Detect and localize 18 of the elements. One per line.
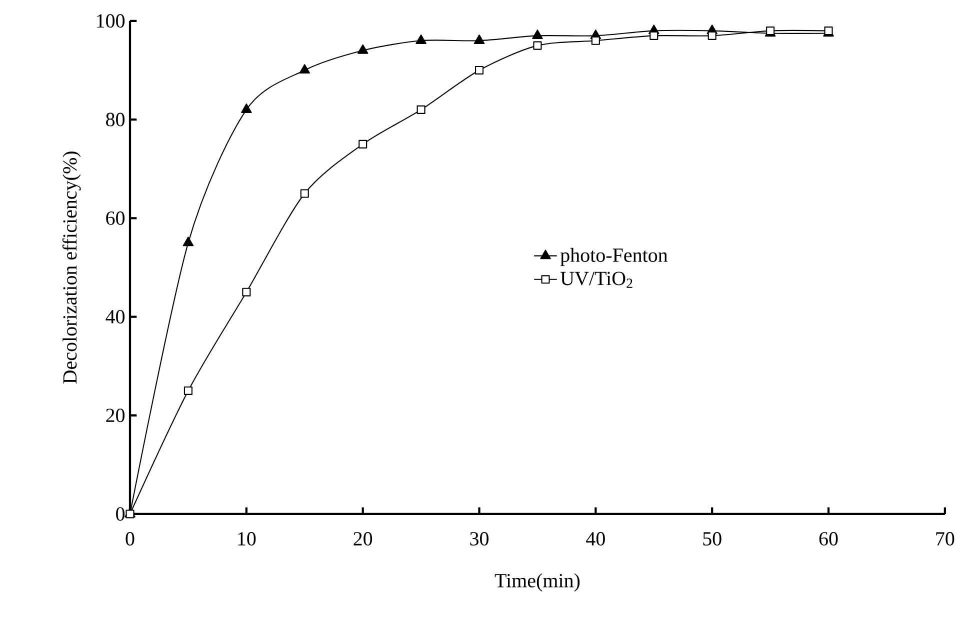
legend-label: photo-Fenton: [560, 248, 668, 266]
x-tick-label: 30: [470, 532, 489, 546]
y-tick-label: 80: [106, 112, 125, 126]
x-tick-label: 0: [126, 532, 134, 546]
x-tick-label: 40: [586, 532, 605, 546]
y-tick-label: 40: [106, 310, 125, 324]
legend-label: UV/TiO$_{2}$: [560, 272, 632, 288]
x-tick-label: 20: [354, 532, 372, 546]
x-tick-label: 70: [936, 532, 954, 546]
x-tick-label: 60: [819, 532, 838, 546]
y-tick-label: 0: [116, 507, 125, 521]
y-tick-label: 20: [106, 408, 125, 422]
x-axis-title: Time(min): [494, 573, 580, 592]
y-tick-label: 100: [97, 14, 125, 28]
y-axis-title: Decolorization efficiency(%): [62, 152, 81, 384]
x-tick-label: 10: [238, 532, 256, 546]
x-tick-label: 50: [703, 532, 722, 546]
y-tick-label: 60: [106, 211, 125, 225]
